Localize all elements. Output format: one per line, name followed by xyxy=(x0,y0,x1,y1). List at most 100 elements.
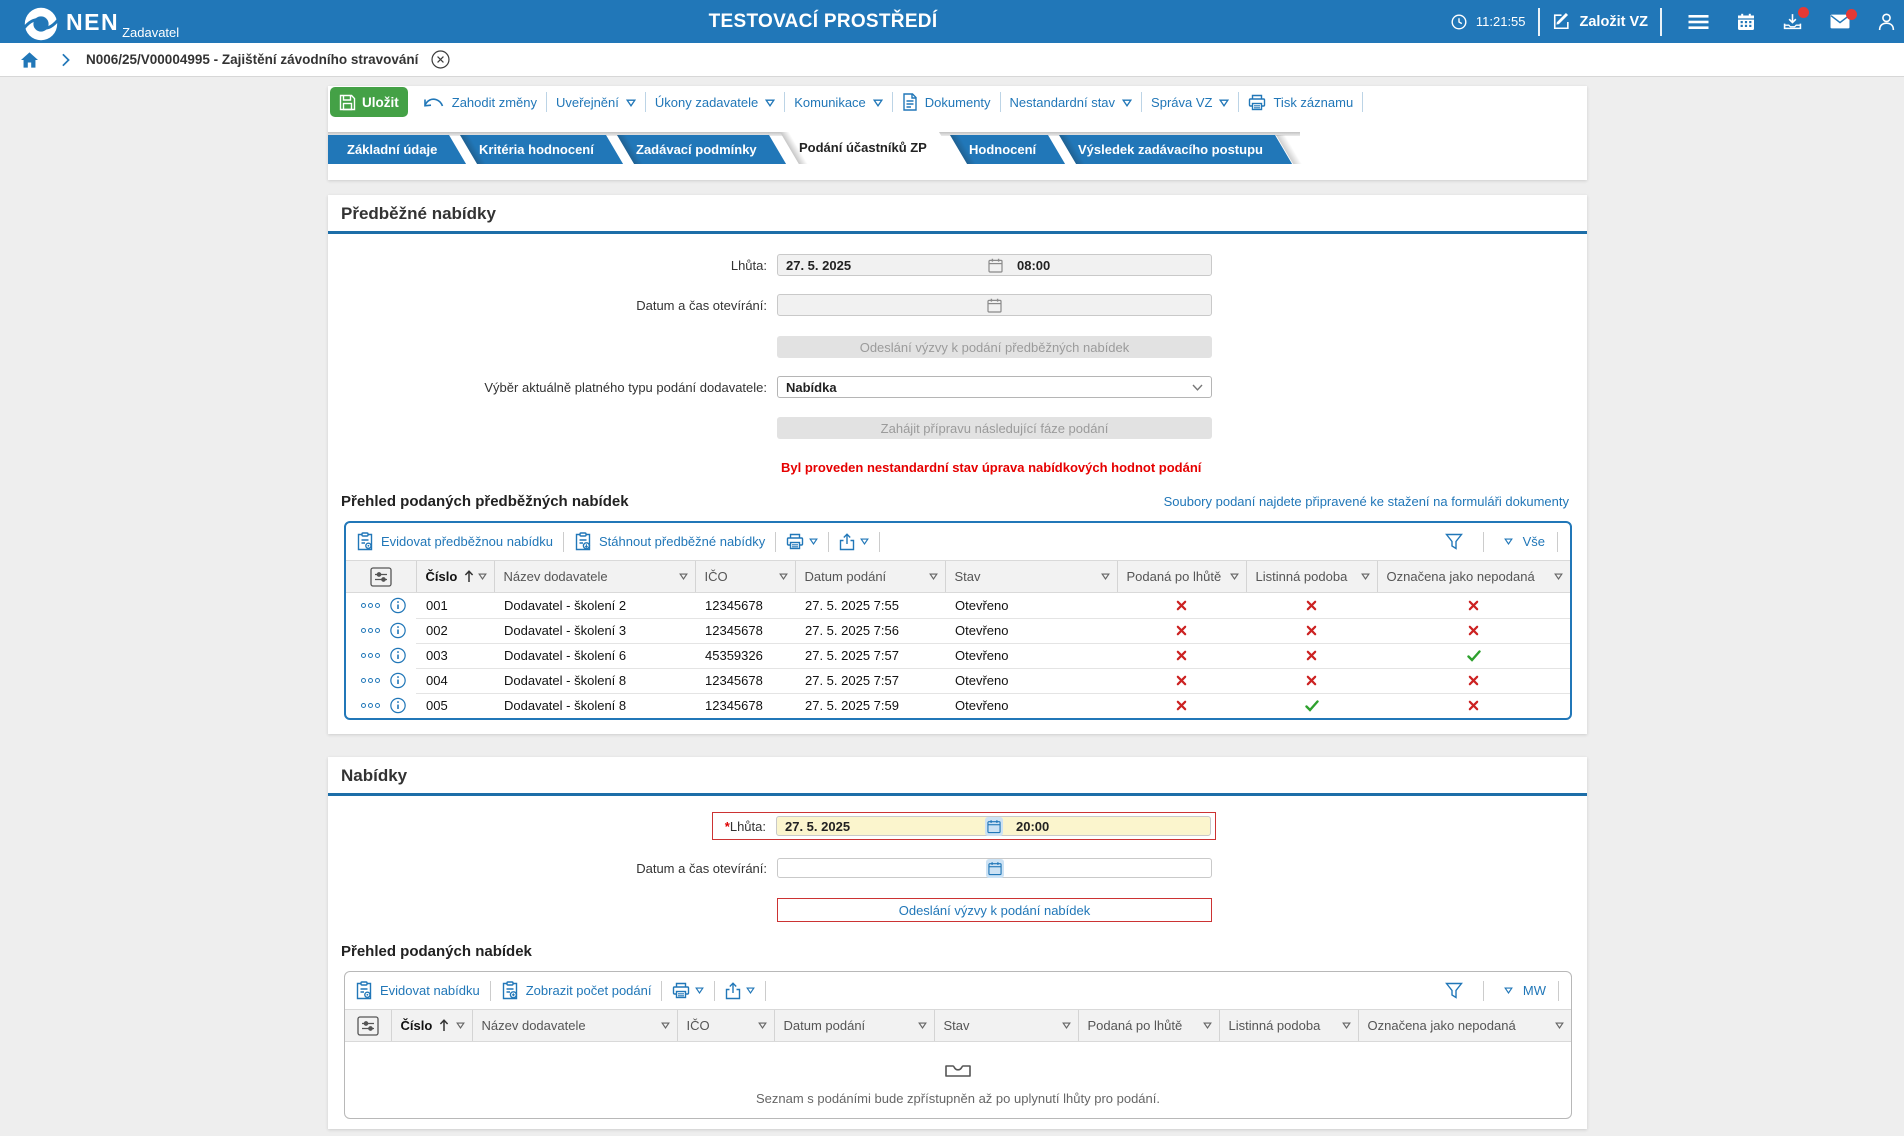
info-icon[interactable] xyxy=(390,622,406,639)
info-icon[interactable] xyxy=(390,597,406,614)
prelim-table-toolbar: Evidovat předběžnou nabídku Stáhnout před… xyxy=(346,523,1570,560)
bids-table-column-3[interactable]: IČO xyxy=(676,1009,774,1042)
divider xyxy=(1537,7,1540,36)
bids-table-column-7[interactable]: Listinná podoba xyxy=(1218,1009,1358,1042)
prelim-table-filter-icon[interactable] xyxy=(1445,533,1463,550)
cell-nepodana xyxy=(1377,668,1570,694)
tab-4[interactable]: Podání účastníků ZP xyxy=(779,132,958,164)
info-icon[interactable] xyxy=(390,672,406,689)
cell-cislo: 004 xyxy=(416,668,494,694)
row-menu-icon[interactable] xyxy=(361,653,380,658)
divider xyxy=(1482,980,1484,1001)
bids-table-column-8[interactable]: Označena jako nepodaná xyxy=(1357,1009,1571,1042)
files-download-link[interactable]: Soubory podaní najdete připravené ke sta… xyxy=(1139,493,1569,510)
toolbar-item-7[interactable]: Správa VZ xyxy=(1142,95,1238,110)
calendar-button[interactable] xyxy=(1737,13,1755,31)
submission-type-select[interactable]: Nabídka xyxy=(777,376,1212,398)
toolbar-item-3[interactable]: Úkony zadavatele xyxy=(646,95,784,110)
cross-icon xyxy=(1176,600,1187,611)
menu-button[interactable] xyxy=(1688,14,1709,30)
row-menu-icon[interactable] xyxy=(361,703,380,708)
dropdown-triangle-icon[interactable] xyxy=(1504,987,1513,994)
bids-table-column-1[interactable]: Číslo xyxy=(390,1009,472,1042)
bids-deadline-required-box: *Lhůta: 27. 5. 2025 20:00 xyxy=(712,812,1216,840)
cross-icon xyxy=(1306,600,1317,611)
toolbar-item-6[interactable]: Nestandardní stav xyxy=(1001,95,1142,110)
messages-button[interactable] xyxy=(1830,9,1857,29)
create-vz-button[interactable]: Založit VZ xyxy=(1552,12,1648,31)
prelim-table-action-2[interactable]: Stáhnout předběžné nabídky xyxy=(574,532,765,551)
dropdown-triangle-icon[interactable] xyxy=(1504,538,1513,545)
next-phase-button[interactable]: Zahájit přípravu následující fáze podání xyxy=(777,417,1212,439)
bids-opening-field[interactable] xyxy=(777,858,1212,878)
toolbar-item-8[interactable]: Tisk záznamu xyxy=(1239,94,1362,111)
bids-table-action-2[interactable]: Zobrazit počet podání xyxy=(501,981,651,1000)
tab-2[interactable]: Kritéria hodnocení xyxy=(460,135,624,164)
prelim-table-column-7[interactable]: Listinná podoba xyxy=(1245,560,1377,593)
prelim-table-print-button[interactable] xyxy=(786,533,818,550)
tab-3[interactable]: Zadávací podmínky xyxy=(617,135,786,164)
nen-logo[interactable]: NEN Zadavatel xyxy=(24,3,179,41)
prelim-table-column-settings[interactable] xyxy=(346,560,416,593)
calendar-icon[interactable] xyxy=(985,816,1003,836)
send-call-prelim-button[interactable]: Odeslání výzvy k podání předběžných nabí… xyxy=(777,336,1212,358)
prelim-table-column-6[interactable]: Podaná po lhůtě xyxy=(1116,560,1246,593)
prelim-table-column-1[interactable]: Číslo xyxy=(415,560,494,593)
cell-stav: Otevřeno xyxy=(945,643,1117,669)
toolbar-item-5[interactable]: Dokumenty xyxy=(893,93,1000,111)
info-icon[interactable] xyxy=(390,697,406,714)
tab-1[interactable]: Základní údaje xyxy=(328,135,467,164)
opening-label: Datum a čas otevírání: xyxy=(636,297,767,313)
downloads-button[interactable] xyxy=(1783,7,1809,31)
prelim-table-column-2[interactable]: Název dodavatele xyxy=(493,560,695,593)
prelim-table-column-4[interactable]: Datum podání xyxy=(794,560,945,593)
bids-table-column-4[interactable]: Datum podání xyxy=(773,1009,934,1042)
bids-table-column-2[interactable]: Název dodavatele xyxy=(471,1009,677,1042)
breadcrumb-item[interactable]: N006/25/V00004995 - Zajištění závodního … xyxy=(86,52,419,67)
save-button[interactable]: Uložit xyxy=(330,87,408,117)
bids-table-print-button[interactable] xyxy=(672,982,704,999)
prelim-deadline-field[interactable]: 27. 5. 2025 08:00 xyxy=(777,254,1212,276)
calendar-icon[interactable] xyxy=(986,258,1004,273)
info-icon[interactable] xyxy=(390,647,406,664)
bids-deadline-time[interactable]: 20:00 xyxy=(1016,818,1050,834)
home-icon[interactable] xyxy=(21,52,38,68)
dropdown-triangle-icon xyxy=(873,99,883,107)
toolbar-item-4[interactable]: Komunikace xyxy=(785,95,892,110)
bids-table-export-button[interactable] xyxy=(725,982,755,1000)
tab-5[interactable]: Hodnocení xyxy=(949,135,1065,164)
clipboard-count-icon xyxy=(501,981,519,1000)
prelim-table-action-1[interactable]: Evidovat předběžnou nabídku xyxy=(356,532,553,551)
send-call-bids-button[interactable]: Odeslání výzvy k podání nabídek xyxy=(778,899,1211,921)
prelim-table-column-5[interactable]: Stav xyxy=(944,560,1117,593)
bids-table-column-6[interactable]: Podaná po lhůtě xyxy=(1077,1009,1219,1042)
bids-deadline-field[interactable]: 27. 5. 2025 20:00 xyxy=(776,816,1211,836)
bids-table-column-5[interactable]: Stav xyxy=(933,1009,1078,1042)
calendar-icon[interactable] xyxy=(986,298,1004,313)
row-menu-icon[interactable] xyxy=(361,628,380,633)
prelim-table-filter-label[interactable]: Vše xyxy=(1522,534,1545,549)
prelim-deadline-time[interactable]: 08:00 xyxy=(1017,257,1051,273)
prelim-table-column-8[interactable]: Označena jako nepodaná xyxy=(1376,560,1570,593)
toolbar-item-1[interactable]: Zahodit změny xyxy=(414,95,546,110)
section-rule xyxy=(328,793,1587,796)
sort-ascending-icon xyxy=(464,570,474,583)
prelim-opening-field[interactable] xyxy=(777,294,1212,316)
close-icon[interactable] xyxy=(431,50,450,69)
toolbar-item-2[interactable]: Uveřejnění xyxy=(547,95,645,110)
row-menu-icon[interactable] xyxy=(361,678,380,683)
prelim-table-export-button[interactable] xyxy=(839,533,869,551)
bids-deadline-date[interactable]: 27. 5. 2025 xyxy=(785,818,851,834)
bids-table-filter-icon[interactable] xyxy=(1445,982,1463,999)
profile-button[interactable] xyxy=(1878,13,1895,31)
bids-table-filter-label[interactable]: MW xyxy=(1522,983,1546,998)
bids-table-column-settings[interactable] xyxy=(345,1009,391,1042)
row-menu-icon[interactable] xyxy=(361,603,380,608)
tab-6[interactable]: Výsledek zadávacího postupu xyxy=(1058,135,1302,164)
prelim-table-column-3[interactable]: IČO xyxy=(694,560,795,593)
cell-actions xyxy=(346,668,416,693)
prelim-deadline-date[interactable]: 27. 5. 2025 xyxy=(786,257,852,273)
calendar-icon[interactable] xyxy=(985,858,1004,878)
tab-label: Podání účastníků ZP xyxy=(798,140,927,155)
bids-table-action-1[interactable]: Evidovat nabídku xyxy=(355,981,480,1000)
